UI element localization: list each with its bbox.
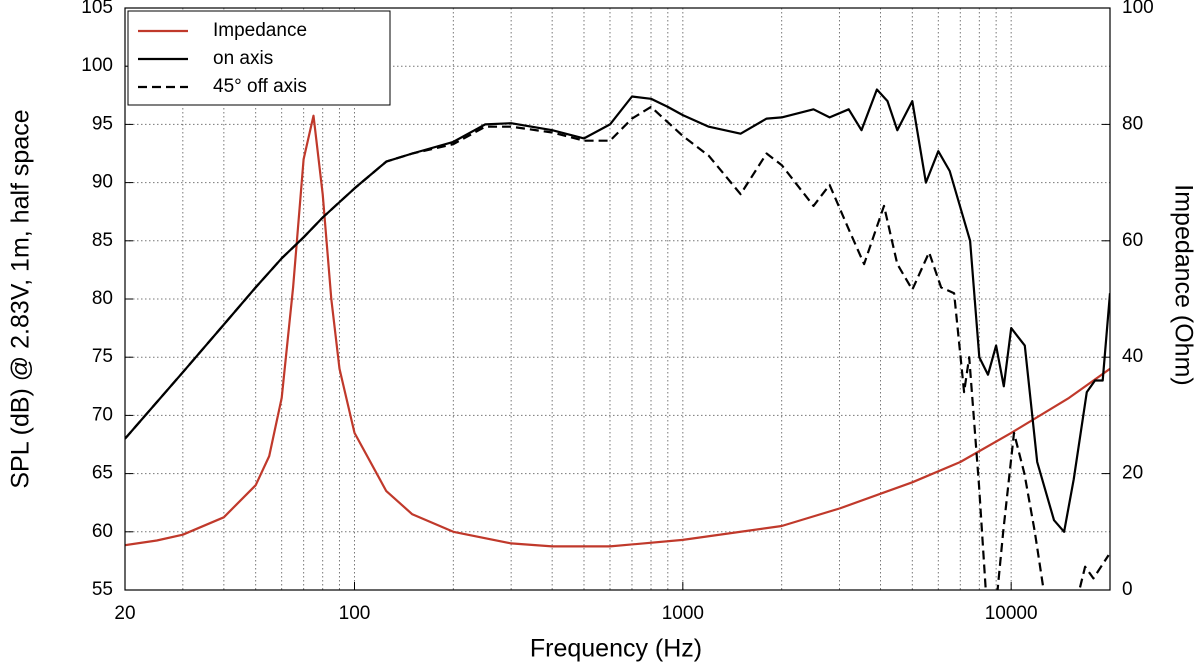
series-line: [125, 114, 1110, 548]
y-tick-label: 85: [92, 230, 113, 251]
plot-area: [125, 88, 1110, 590]
series-line: [125, 88, 1110, 533]
legend-label: 45° off axis: [213, 76, 307, 97]
y2-axis-label: Impedance (Ohm): [1169, 184, 1197, 385]
y2-tick-label: 0: [1122, 579, 1133, 600]
y-tick-label: 100: [81, 55, 113, 76]
y-tick-label: 105: [81, 0, 113, 18]
y2-tick-label: 40: [1122, 346, 1143, 367]
legend-label: Impedance: [213, 20, 307, 41]
y-tick-label: 80: [92, 288, 113, 309]
y-tick-label: 70: [92, 404, 113, 425]
y2-tick-label: 100: [1122, 0, 1154, 18]
x-tick-label: 100: [339, 603, 371, 624]
y2-tick-label: 60: [1122, 230, 1143, 251]
series-line: [125, 105, 1110, 590]
y2-tick-label: 80: [1122, 113, 1143, 134]
y2-tick-label: 20: [1122, 463, 1143, 484]
y-tick-label: 65: [92, 463, 113, 484]
x-axis-label: Frequency (Hz): [530, 635, 702, 663]
y-axis-label: SPL (dB) @ 2.83V, 1m, half space: [7, 109, 35, 488]
x-tick-label: 20: [114, 603, 135, 624]
y-tick-label: 95: [92, 113, 113, 134]
legend-label: on axis: [213, 48, 273, 69]
y-tick-label: 60: [92, 521, 113, 542]
x-tick-label: 1000: [662, 603, 704, 624]
y-tick-label: 75: [92, 346, 113, 367]
y-tick-label: 90: [92, 172, 113, 193]
x-tick-label: 10000: [985, 603, 1038, 624]
plot-frame: [124, 7, 1111, 591]
y-tick-label: 55: [92, 579, 113, 600]
